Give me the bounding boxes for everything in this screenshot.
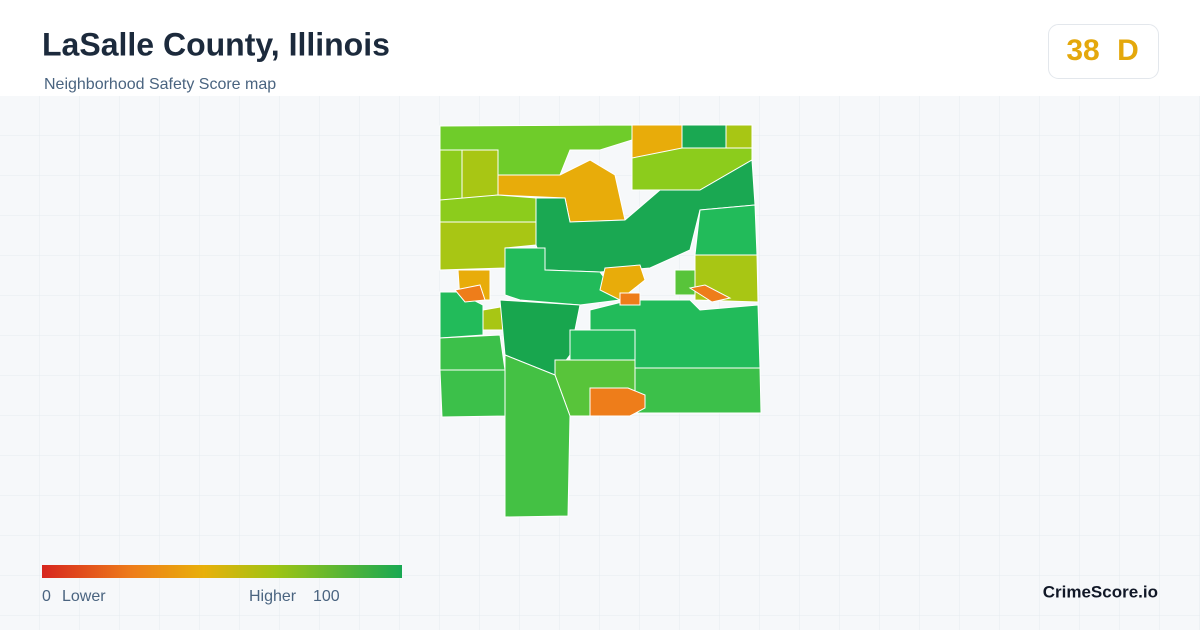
legend-scale [42,565,402,578]
region [681,124,727,149]
header-background [0,0,1200,96]
subtitle: Neighborhood Safety Score map [44,76,276,93]
legend-max-label: Higher [249,588,297,605]
title: LaSalle County, Illinois [42,26,390,62]
region [589,387,646,417]
legend-min: 0 [42,588,51,605]
region [504,354,571,518]
score-badge [1048,24,1159,79]
score-grade: D [1117,34,1139,67]
region [694,204,758,256]
region [688,284,732,303]
region [439,149,463,201]
region [439,369,506,418]
region [619,292,641,306]
score-value: 38 [1066,34,1099,67]
region [599,264,646,301]
county-map [439,124,762,518]
region [439,194,537,223]
region [454,284,486,303]
region [569,329,636,361]
region [725,124,753,149]
region [674,269,696,296]
region [461,149,499,201]
region [634,367,762,414]
region [439,291,484,339]
brand: CrimeScore.io [1043,582,1158,601]
legend-min-label: Lower [62,588,106,605]
region [439,334,506,371]
legend-max: 100 [313,588,340,605]
